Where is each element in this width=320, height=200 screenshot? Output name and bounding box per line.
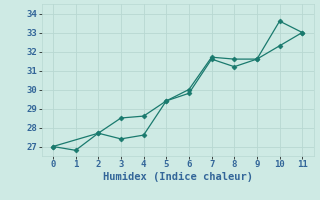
X-axis label: Humidex (Indice chaleur): Humidex (Indice chaleur) [103, 172, 252, 182]
